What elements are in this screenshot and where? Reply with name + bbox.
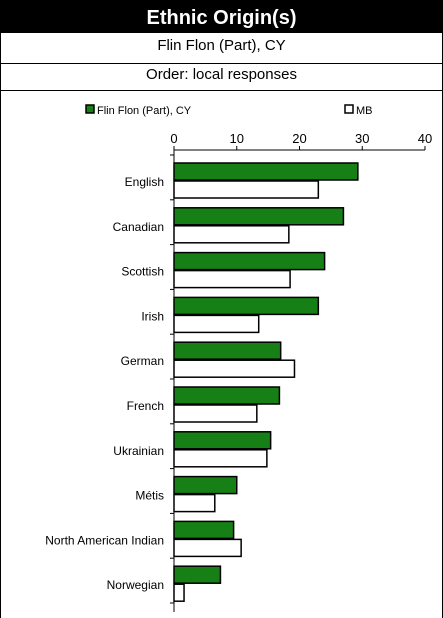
bar-local [173,431,272,450]
bar-mb [173,404,258,423]
bar-mb [173,314,260,334]
bar-local [173,386,281,405]
legend-label-mb: MB [356,105,373,117]
category-label: Scottish [121,265,164,279]
bar-mb [173,449,268,468]
bar-local [173,520,235,540]
legend-label-local: Flin Flon (Part), CY [97,105,192,117]
legend-swatch-mb [344,104,354,114]
bar-mb [173,225,290,244]
bar-mb [173,269,291,289]
bar-local [173,565,222,584]
header-divider [1,90,442,91]
chart-subtitle-area: Flin Flon (Part), CY [157,37,286,54]
bars [173,162,359,602]
x-axis: 0 10 20 30 40 [170,131,432,151]
y-axis: English Canadian Scottish Irish German French… [45,150,175,612]
chart-title: Ethnic Origin(s) [1,1,442,33]
bar-local [173,162,359,181]
bar-mb [173,180,320,199]
x-tick-label: 0 [170,131,177,146]
x-tick-label: 20 [292,131,306,146]
bar-local [173,341,282,360]
x-tick-label: 40 [418,131,432,146]
category-label: English [125,175,164,189]
bar-mb [173,583,185,602]
chart-subtitle-order: Order: local responses [146,66,297,83]
legend-swatch-local [85,104,95,114]
category-label: North American Indian [45,533,164,547]
bar-mb [173,493,216,513]
category-label: Canadian [113,220,164,234]
bar-local [173,475,238,495]
x-tick-label: 10 [230,131,244,146]
bar-local [173,251,326,271]
subtitle-divider [1,63,442,64]
category-label: Ukrainian [113,444,164,458]
x-tick-label: 30 [355,131,369,146]
category-label: Irish [141,309,164,323]
bar-local [173,207,345,226]
bar-mb [173,359,296,378]
bar-local [173,296,320,316]
legend: Flin Flon (Part), CY MB [85,104,373,117]
category-label: French [127,399,164,413]
category-label: German [121,354,164,368]
bar-mb [173,538,242,558]
category-label: Norwegian [107,578,164,592]
category-label: Métis [135,489,164,503]
